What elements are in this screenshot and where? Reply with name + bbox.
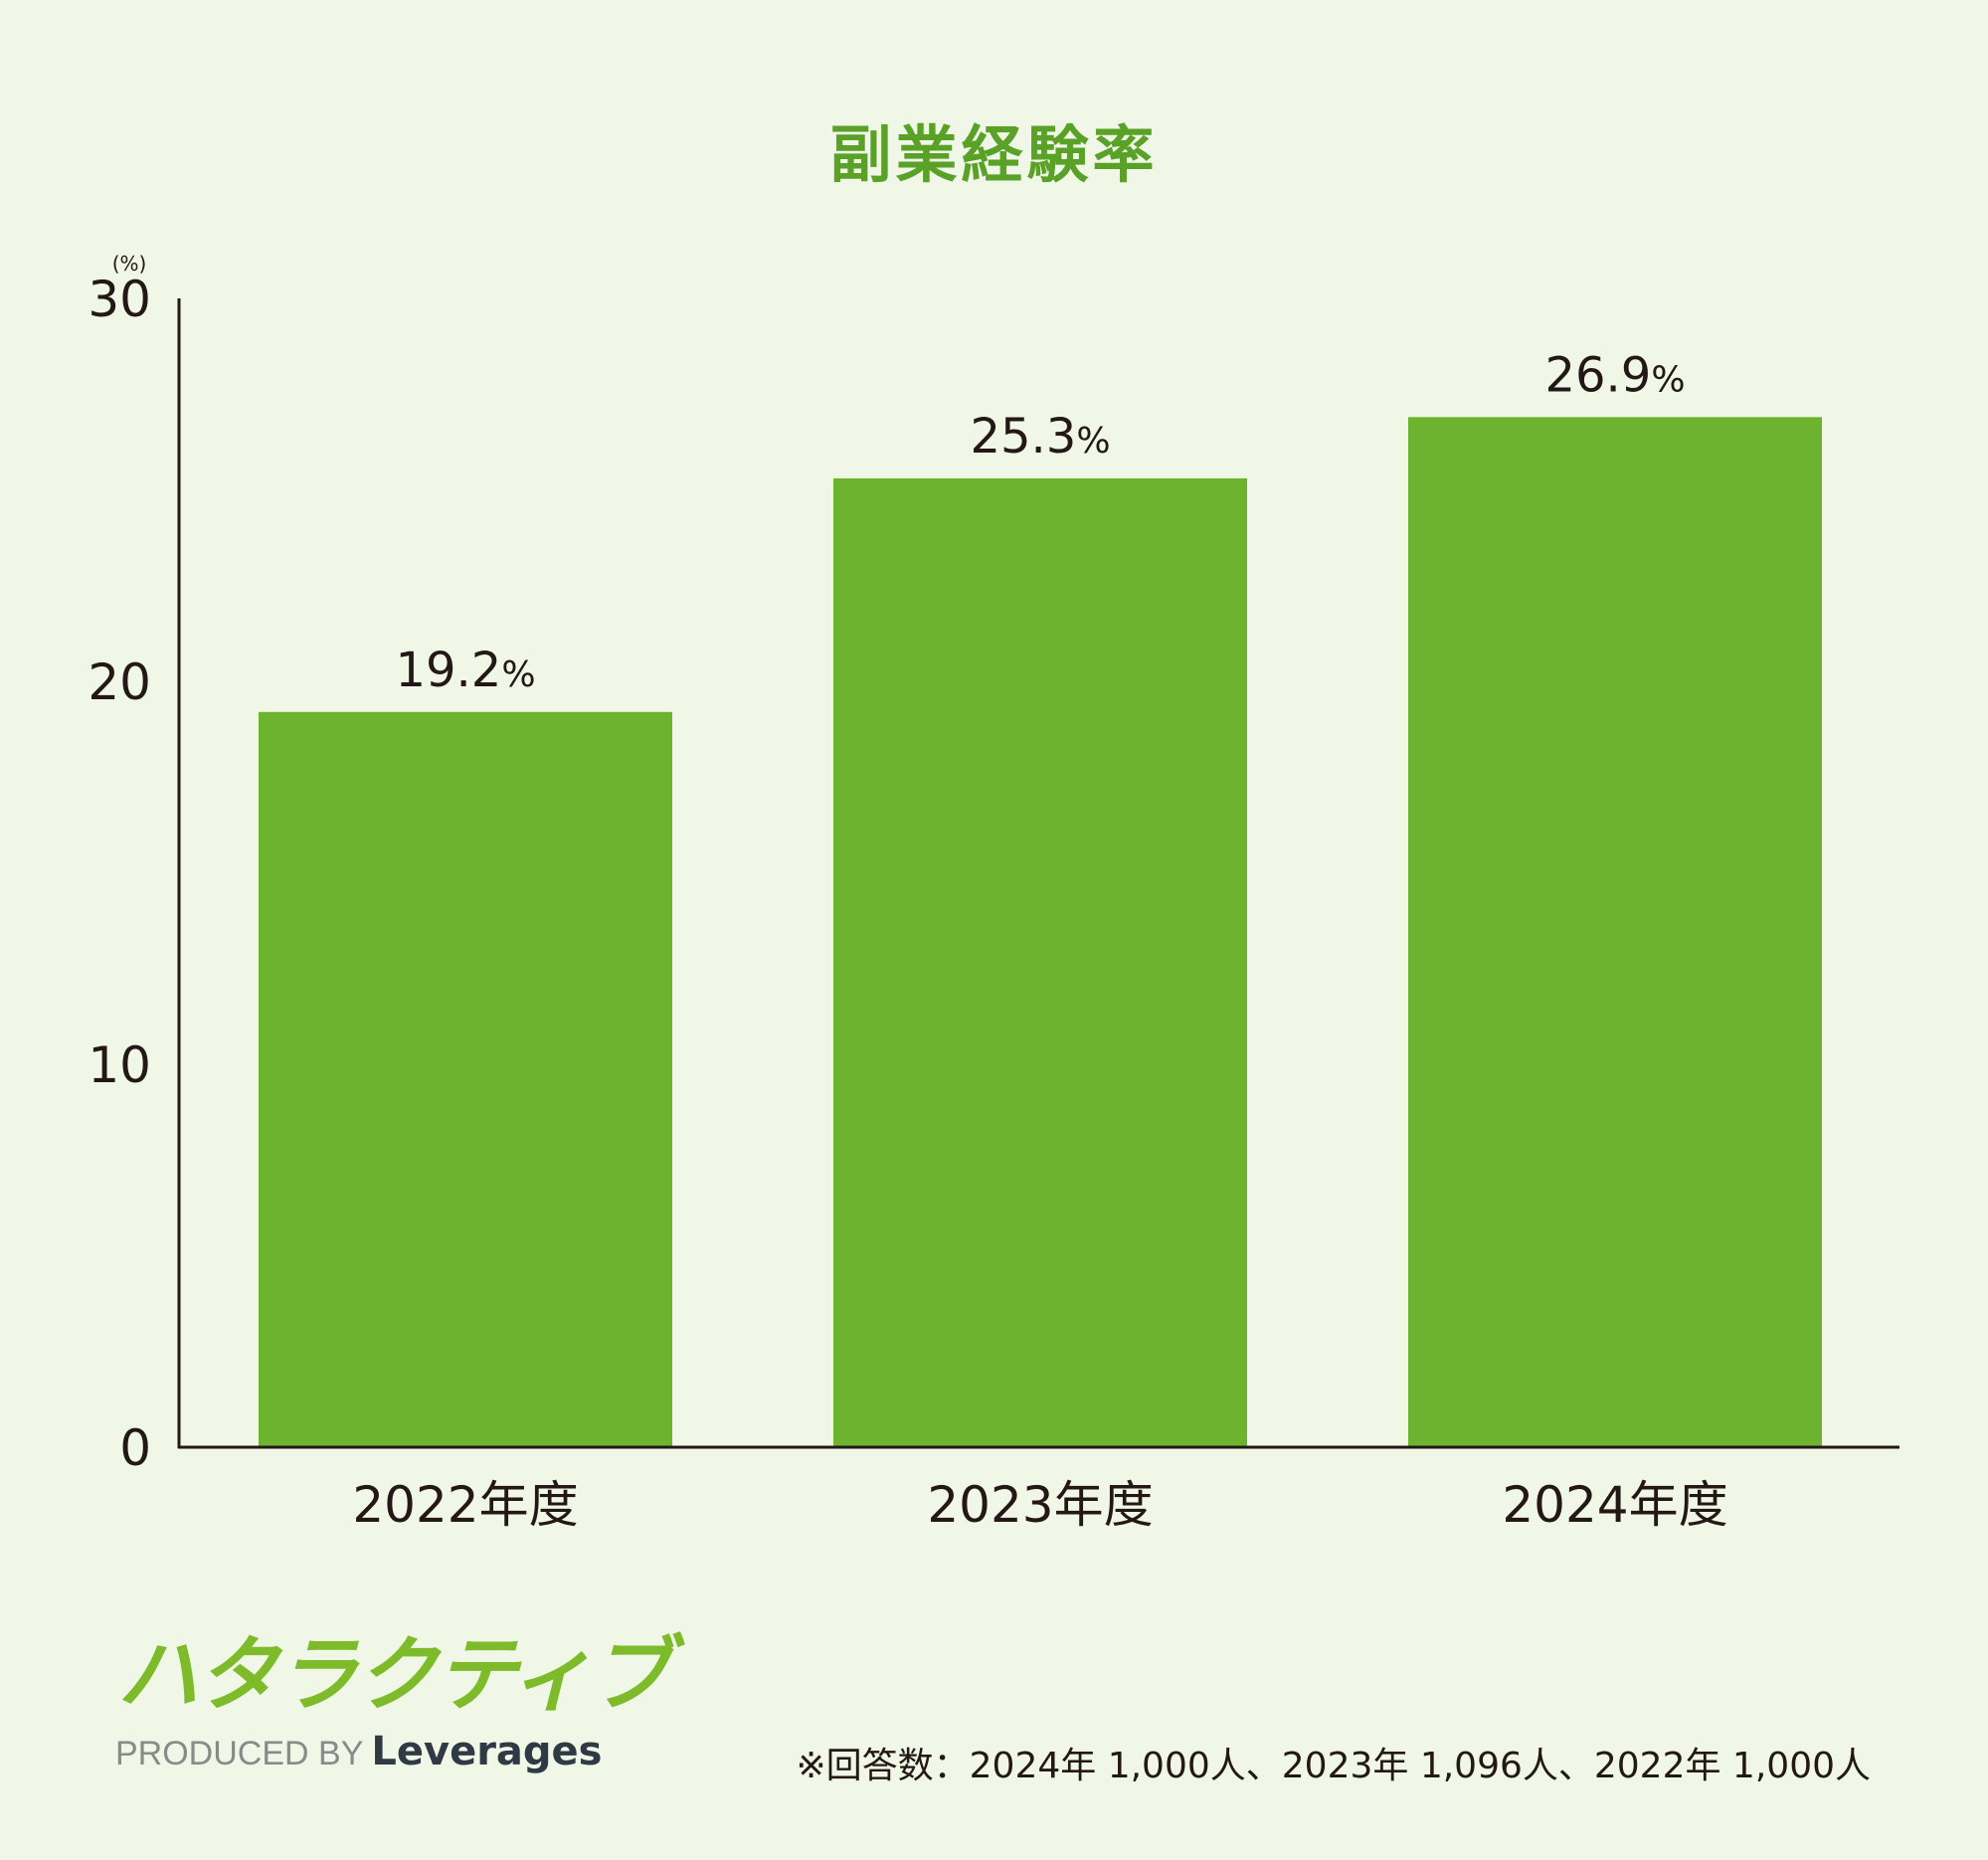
- y-axis-ticks: 0 10 20 30: [88, 271, 151, 1477]
- logo-produced-by: PRODUCED BY Leverages: [115, 1729, 602, 1774]
- produced-by-text: PRODUCED BY: [115, 1735, 364, 1772]
- value-number: 25.3: [970, 409, 1076, 465]
- x-category-label: 2024年度: [1502, 1476, 1727, 1534]
- value-percent-sign: %: [501, 654, 535, 695]
- y-tick-label: 30: [88, 271, 151, 328]
- value-label: 19.2%: [395, 643, 535, 698]
- value-label: 25.3%: [970, 409, 1110, 465]
- hataractive-logo: ハタラクティブ PRODUCED BY Leverages: [109, 1631, 671, 1780]
- leverages-brand: Leverages: [371, 1729, 603, 1774]
- logo-mark-text: ハタラクティブ: [117, 1628, 671, 1723]
- x-category-label: 2022年度: [352, 1476, 578, 1534]
- respondent-footnote: ※回答数：2024年 1,000人、2023年 1,096人、2022年 1,0…: [796, 1746, 1871, 1786]
- y-tick-label: 20: [88, 653, 151, 711]
- value-number: 26.9: [1544, 347, 1651, 403]
- value-percent-sign: %: [1651, 359, 1685, 400]
- y-axis-unit-label: (%): [112, 252, 147, 276]
- category-labels: 2022年度 2023年度 2024年度: [352, 1476, 1727, 1534]
- bar-2023年度: [833, 477, 1247, 1447]
- value-labels: 19.2%25.3%26.9%: [395, 347, 1685, 697]
- bar-2022年度: [259, 711, 672, 1447]
- value-percent-sign: %: [1076, 421, 1110, 462]
- y-tick-label: 10: [88, 1036, 151, 1094]
- y-tick-label: 0: [119, 1419, 151, 1477]
- chart-title: 副業経験率: [829, 118, 1159, 191]
- bar-2024年度: [1408, 417, 1822, 1448]
- x-category-label: 2023年度: [927, 1476, 1153, 1534]
- value-label: 26.9%: [1544, 347, 1685, 403]
- value-number: 19.2: [395, 643, 501, 698]
- bars: [259, 417, 1822, 1448]
- logo-mark: ハタラクティブ: [117, 1631, 671, 1721]
